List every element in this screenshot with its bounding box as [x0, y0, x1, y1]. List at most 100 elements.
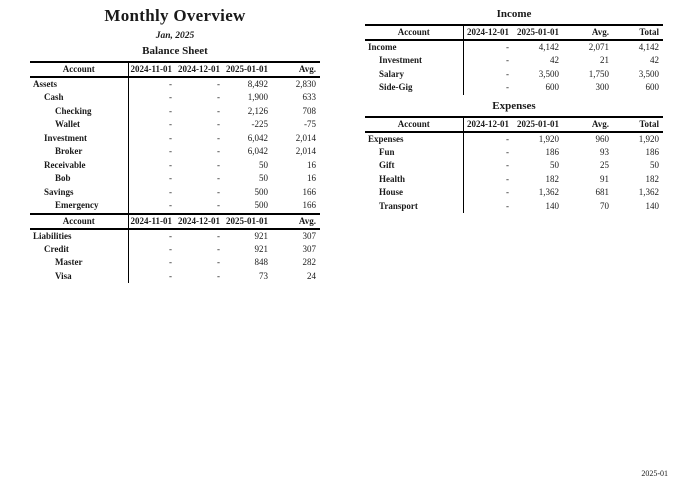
cell-value: 16: [307, 159, 316, 170]
cell-value: -: [127, 104, 176, 118]
cell-value: 6,042: [247, 146, 268, 157]
cell-value: 166: [302, 186, 317, 197]
income-expenses-column: Income Account 2024-12-01 2025-01-01 Avg. To…: [365, 0, 663, 213]
column-header: Account: [30, 62, 128, 78]
table-row: Gift - 50 25 50: [365, 159, 663, 173]
column-header: Avg.: [563, 25, 613, 41]
page-subtitle: Jan, 2025: [155, 31, 195, 41]
cell-value: -: [217, 257, 220, 268]
balance-sheet-column: Monthly Overview Jan, 2025 Balance Sheet…: [30, 0, 320, 283]
table-row: Credit - - 921 307: [30, 242, 320, 256]
cell-value: 2,071: [588, 42, 609, 52]
income-table: Account 2024-12-01 2025-01-01 Avg. Total Inc…: [365, 24, 663, 95]
account-label: Investment: [379, 55, 422, 66]
table-row: Salary - 3,500 1,750 3,500: [365, 67, 663, 81]
cell-value: -: [127, 269, 176, 283]
account-label: Cash: [44, 92, 64, 103]
cell-value: -: [127, 131, 176, 145]
account-label: Health: [379, 173, 405, 184]
account-label: Visa: [55, 270, 72, 281]
cell-value: -: [462, 199, 513, 213]
table-row: Wallet - - -225 -75: [30, 118, 320, 132]
cell-value: -: [127, 242, 176, 256]
cell-value: -: [217, 230, 220, 241]
cell-value: 681: [595, 187, 610, 198]
cell-value: 708: [302, 105, 317, 116]
column-header: Avg.: [272, 62, 320, 78]
account-label: Salary: [379, 68, 405, 79]
cell-value: -: [462, 159, 513, 173]
page-title: Monthly Overview: [104, 6, 246, 25]
column-header: Account: [365, 116, 463, 133]
cell-value: 2,014: [295, 146, 316, 157]
cell-value: 600: [545, 82, 560, 93]
cell-value: 282: [302, 257, 317, 268]
cell-value: -: [217, 243, 220, 254]
cell-value: 2,126: [247, 105, 268, 116]
cell-value: 921: [254, 230, 269, 241]
table-row: Income - 4,142 2,071 4,142: [365, 40, 663, 54]
table-row: Master - - 848 282: [30, 256, 320, 270]
cell-value: -: [217, 79, 220, 89]
table-row: Visa - - 73 24: [30, 269, 320, 283]
column-header: 2024-12-01: [176, 213, 224, 230]
cell-value: 3,500: [638, 68, 659, 79]
account-label: Transport: [379, 200, 418, 211]
cell-value: -: [217, 159, 220, 170]
cell-value: 1,920: [638, 133, 659, 144]
cell-value: 70: [600, 200, 609, 211]
account-label: Side-Gig: [379, 82, 413, 93]
account-label: Liabilities: [33, 230, 72, 241]
cell-value: -: [217, 146, 220, 157]
cell-value: -: [127, 158, 176, 172]
account-label: House: [379, 187, 404, 198]
cell-value: 1,900: [247, 92, 268, 103]
cell-value: -: [462, 54, 513, 68]
cell-value: -75: [304, 119, 316, 130]
cell-value: 848: [254, 257, 269, 268]
table-row: Fun - 186 93 186: [365, 145, 663, 159]
cell-value: 921: [254, 243, 269, 254]
cell-value: 73: [259, 270, 268, 281]
cell-value: 50: [259, 159, 268, 170]
income-title: Income: [496, 8, 532, 20]
cell-value: 960: [595, 133, 610, 144]
cell-value: -225: [251, 119, 269, 130]
cell-value: 3,500: [538, 68, 559, 79]
cell-value: 91: [600, 173, 609, 184]
column-header: 2024-12-01: [176, 62, 224, 78]
cell-value: -: [217, 173, 220, 184]
cell-value: -: [217, 270, 220, 281]
column-header: 2024-11-01: [127, 62, 176, 78]
column-header: 2025-01-01: [513, 25, 563, 41]
balance-sheet-assets-table: Account 2024-11-01 2024-12-01 2025-01-01 Avg…: [30, 61, 320, 213]
cell-value: 6,042: [247, 132, 268, 143]
cell-value: -: [217, 119, 220, 130]
page-footer: 2025-01: [641, 469, 668, 478]
table-row: Assets - - 8,492 2,830: [30, 77, 320, 91]
account-label: Broker: [55, 146, 83, 157]
column-header: Account: [365, 25, 463, 41]
cell-value: 50: [259, 173, 268, 184]
cell-value: 42: [550, 55, 559, 66]
table-header-row: Account 2024-11-01 2024-12-01 2025-01-01 Avg…: [30, 213, 320, 230]
account-label: Fun: [379, 146, 395, 157]
cell-value: 600: [645, 82, 660, 93]
cell-value: 307: [302, 230, 317, 241]
cell-value: -: [127, 256, 176, 270]
cell-value: 186: [645, 146, 660, 157]
account-label: Income: [368, 42, 397, 52]
balance-sheet-title: Balance Sheet: [142, 45, 208, 57]
table-row: Health - 182 91 182: [365, 172, 663, 186]
cell-value: 186: [545, 146, 560, 157]
cell-value: -: [462, 67, 513, 81]
column-header: Avg.: [272, 213, 320, 230]
table-row: Investment - 42 21 42: [365, 54, 663, 68]
cell-value: 42: [650, 55, 659, 66]
table-row: Emergency - - 500 166: [30, 199, 320, 213]
account-label: Investment: [44, 132, 87, 143]
column-header: 2024-12-01: [462, 116, 513, 133]
balance-sheet-liabilities-table: Account 2024-11-01 2024-12-01 2025-01-01 Avg…: [30, 212, 320, 283]
cell-value: 16: [307, 173, 316, 184]
column-header: Total: [613, 25, 663, 41]
